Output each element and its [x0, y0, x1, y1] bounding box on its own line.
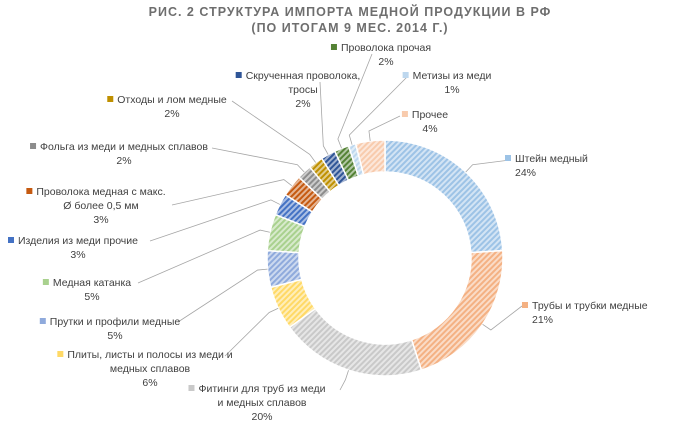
leader-line-1 [465, 159, 511, 173]
data-label-name: Ø более 0,5 мм [63, 200, 138, 212]
data-label-name: и медных сплавов [217, 397, 306, 409]
data-label-9: Фольга из меди и медных сплавов 2% [40, 141, 208, 167]
label-color-key-5 [39, 318, 46, 324]
leader-line-11 [319, 81, 329, 155]
label-color-key-13 [402, 72, 409, 78]
data-label-name: медных сплавов [110, 363, 191, 375]
leader-line-12 [337, 53, 373, 149]
data-label-name: Прочее [412, 109, 448, 121]
data-label-3: Фитинги для труб из меди и медных сплавов… [198, 383, 325, 423]
data-labels: Штейн медный 24% Трубы и трубки медные 21% Ф… [8, 42, 648, 423]
data-label-value: 5% [84, 291, 99, 303]
chart-title-line-1: РИС. 2 СТРУКТУРА ИМПОРТА МЕДНОЙ ПРОДУКЦИ… [148, 5, 552, 19]
data-label-7: Изделия из меди прочие 3% [18, 235, 138, 261]
leader-line-3 [339, 370, 349, 391]
data-label-name: тросы [288, 84, 317, 96]
data-label-14: Прочее 4% [412, 109, 448, 135]
data-label-6: Медная катанка 5% [53, 277, 131, 303]
label-color-key-9 [30, 143, 37, 149]
data-label-value: 3% [93, 214, 108, 226]
data-label-value: 6% [142, 377, 157, 389]
data-label-2: Трубы и трубки медные 21% [532, 300, 648, 326]
label-color-key-3 [188, 385, 195, 391]
label-color-key-6 [42, 279, 49, 285]
leader-line-8 [171, 179, 293, 206]
data-label-name: Скрученная проволока, [246, 70, 361, 82]
data-label-value: 2% [164, 108, 179, 120]
doughnut-slices [266, 139, 504, 377]
slice-14 [354, 139, 386, 176]
data-label-name: Отходы и лом медные [117, 94, 227, 106]
data-label-value: 1% [444, 84, 459, 96]
data-label-value: 20% [251, 411, 272, 423]
data-label-value: 3% [70, 249, 85, 261]
label-color-key-8 [26, 188, 33, 194]
data-label-name: Изделия из меди прочие [18, 235, 138, 247]
data-label-name: Штейн медный [515, 153, 588, 165]
data-label-value: 24% [515, 167, 536, 179]
data-label-value: 2% [116, 155, 131, 167]
leader-line-9 [211, 147, 305, 173]
chart-title-line-2: (ПО ИТОГАМ 9 МЕС. 2014 Г.) [251, 21, 449, 35]
data-label-name: Проволока медная с макс. [36, 186, 165, 198]
label-color-key-7 [8, 237, 14, 243]
data-label-name: Фольга из меди и медных сплавов [40, 141, 208, 153]
label-color-key-1 [505, 155, 511, 161]
leader-line-4 [224, 307, 279, 357]
data-label-value: 5% [107, 330, 122, 342]
leader-line-10 [231, 100, 316, 163]
data-label-10: Отходы и лом медные 2% [117, 94, 227, 120]
data-label-name: Метизы из меди [413, 70, 492, 82]
leader-line-6 [137, 229, 270, 284]
slice-1 [384, 139, 504, 254]
slice-3 [288, 307, 423, 377]
leader-line-5 [177, 268, 268, 323]
data-label-5: Прутки и профили медные 5% [50, 316, 181, 342]
data-label-value: 4% [422, 123, 437, 135]
leader-line-13 [348, 75, 409, 145]
data-label-name: Фитинги для труб из меди [198, 383, 325, 395]
data-label-11: Скрученная проволока, тросы 2% [246, 70, 361, 110]
slice-2 [410, 249, 504, 372]
data-label-name: Плиты, листы и полосы из меди и [67, 349, 232, 361]
data-label-value: 21% [532, 314, 553, 326]
data-label-12: Проволока прочая 2% [341, 42, 431, 68]
label-color-key-12 [330, 44, 337, 50]
label-color-key-11 [235, 72, 242, 78]
data-label-name: Медная катанка [53, 277, 131, 289]
label-color-key-10 [107, 96, 114, 102]
data-label-8: Проволока медная с макс. Ø более 0,5 мм 3% [36, 186, 165, 226]
leader-line-7 [149, 199, 281, 242]
data-label-1: Штейн медный 24% [515, 153, 588, 179]
data-label-value: 2% [295, 98, 310, 110]
data-label-13: Метизы из меди 1% [413, 70, 492, 96]
data-label-value: 2% [378, 56, 393, 68]
data-label-4: Плиты, листы и полосы из меди и медных сп… [67, 349, 232, 389]
label-color-key-4 [57, 351, 64, 357]
leader-line-14 [368, 115, 401, 141]
data-label-name: Трубы и трубки медные [532, 300, 648, 312]
data-label-name: Проволока прочая [341, 42, 431, 54]
chart-title: РИС. 2 СТРУКТУРА ИМПОРТА МЕДНОЙ ПРОДУКЦИ… [0, 4, 700, 36]
data-label-name: Прутки и профили медные [50, 316, 181, 328]
label-color-key-14 [401, 111, 408, 117]
leader-lines [137, 53, 523, 391]
leader-line-2 [482, 305, 523, 331]
label-color-key-2 [522, 302, 528, 308]
